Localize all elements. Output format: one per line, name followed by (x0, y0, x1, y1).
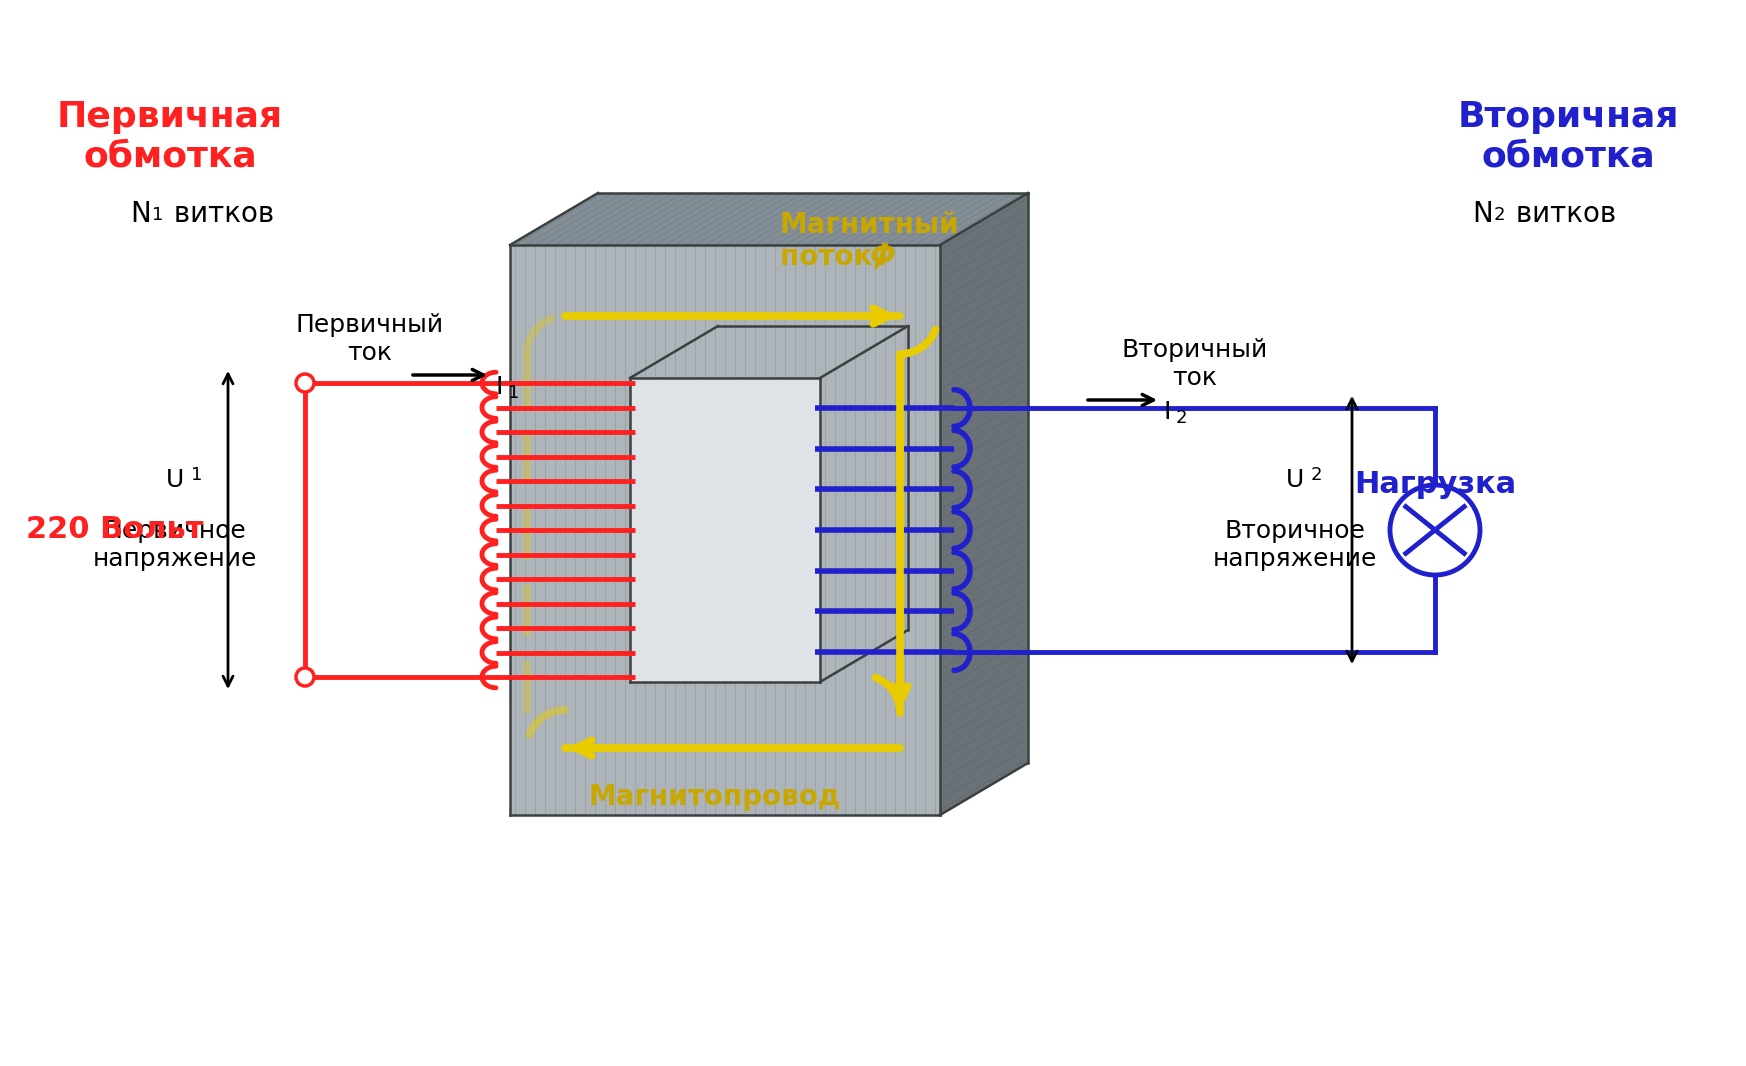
Polygon shape (630, 326, 908, 378)
Text: U: U (166, 468, 183, 492)
Text: Вторичный
ток: Вторичный ток (1123, 338, 1268, 390)
Text: 1: 1 (508, 384, 519, 402)
Text: Магнитопровод: Магнитопровод (588, 784, 842, 811)
Text: N: N (1472, 200, 1493, 228)
Text: 1: 1 (152, 206, 164, 224)
Text: Вторичная
обмотка: Вторичная обмотка (1458, 100, 1678, 174)
Polygon shape (718, 326, 908, 630)
Polygon shape (510, 193, 1028, 245)
Text: Вторичное
напряжение: Вторичное напряжение (1213, 519, 1378, 571)
Polygon shape (939, 193, 1028, 815)
Text: I: I (1163, 400, 1170, 424)
Text: Φ: Φ (870, 242, 896, 271)
Text: Первичная
обмотка: Первичная обмотка (58, 100, 283, 174)
Text: витков: витков (166, 200, 274, 228)
Circle shape (297, 374, 314, 392)
Text: 1: 1 (190, 466, 203, 484)
Text: I: I (496, 375, 503, 399)
Text: 2: 2 (1311, 466, 1322, 484)
Text: Первичный
ток: Первичный ток (295, 313, 443, 365)
Text: U: U (1285, 468, 1304, 492)
Text: Нагрузка: Нагрузка (1353, 470, 1516, 499)
Polygon shape (821, 326, 908, 682)
Text: 2: 2 (1177, 409, 1187, 427)
Text: витков: витков (1507, 200, 1617, 228)
Polygon shape (510, 245, 939, 815)
Text: N: N (129, 200, 150, 228)
Polygon shape (597, 193, 1028, 763)
Text: Первичное
напряжение: Первичное напряжение (93, 519, 257, 571)
Polygon shape (630, 378, 821, 682)
Text: Магнитный
поток,: Магнитный поток, (780, 211, 960, 271)
Circle shape (1390, 485, 1481, 575)
Text: 220 Вольт: 220 Вольт (26, 516, 204, 545)
Circle shape (297, 668, 314, 687)
Text: 2: 2 (1495, 206, 1505, 224)
